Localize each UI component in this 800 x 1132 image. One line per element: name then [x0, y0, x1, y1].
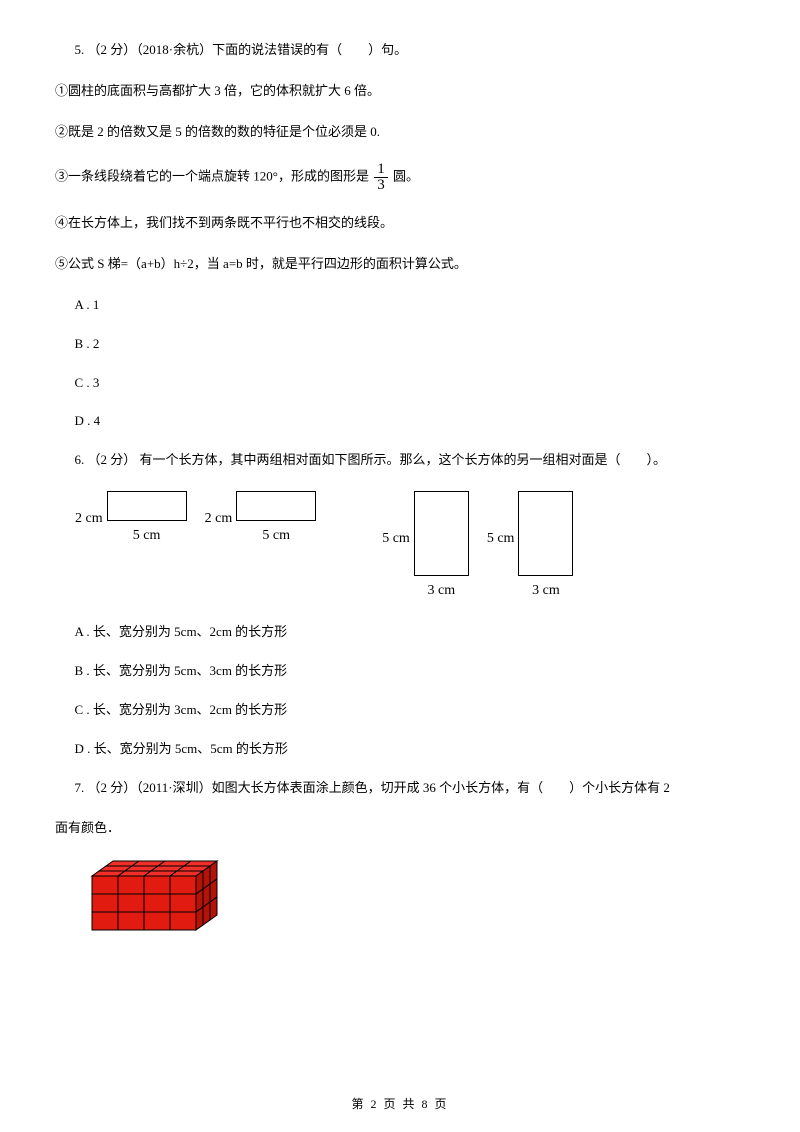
dim-5cm-b1: 5 cm	[133, 525, 161, 547]
q6-shapes: 2 cm 5 cm 2 cm 5 cm 5 cm 3 cm 5 cm 3 cm	[75, 491, 745, 602]
dim-2cm-1: 2 cm	[75, 508, 103, 530]
dim-3cm-1: 3 cm	[428, 580, 456, 602]
rect-3x5-1	[414, 491, 469, 576]
q5-optC: C . 3	[55, 373, 745, 394]
q6-stem: 6. （2 分） 有一个长方体，其中两组相对面如下图所示。那么，这个长方体的另一…	[55, 450, 745, 471]
rect-5x2-1	[107, 491, 187, 521]
dim-2cm-2: 2 cm	[205, 508, 233, 530]
shape-1: 2 cm 5 cm	[75, 491, 187, 547]
q7-stem: 7. （2 分）（2011·深圳）如图大长方体表面涂上颜色，切开成 36 个小长…	[55, 778, 745, 799]
dim-5cm-b2: 5 cm	[262, 525, 290, 547]
q5-s4: ④在长方体上，我们找不到两条既不平行也不相交的线段。	[55, 213, 745, 234]
q5-s2: ②既是 2 的倍数又是 5 的倍数的数的特征是个位必须是 0.	[55, 122, 745, 143]
q5-s3: ③一条线段绕着它的一个端点旋转 120°，形成的图形是 1 3 圆。	[55, 162, 745, 193]
q5-stem: 5. （2 分）（2018·余杭）下面的说法错误的有（ ）句。	[55, 40, 745, 61]
q5-optD: D . 4	[55, 411, 745, 432]
shape-4: 5 cm 3 cm	[487, 491, 574, 602]
q5-s3a: ③一条线段绕着它的一个端点旋转 120°，形成的图形是	[55, 169, 372, 184]
shape-2: 2 cm 5 cm	[205, 491, 317, 547]
q6-optD: D . 长、宽分别为 5cm、5cm 的长方形	[55, 739, 745, 760]
cuboid-svg	[90, 859, 250, 954]
q6-optB: B . 长、宽分别为 5cm、3cm 的长方形	[55, 661, 745, 682]
page-footer: 第 2 页 共 8 页	[0, 1095, 800, 1114]
rect-5x2-2	[236, 491, 316, 521]
fraction-1-3: 1 3	[374, 162, 388, 193]
rect-3x5-2	[518, 491, 573, 576]
dim-5cm-l1: 5 cm	[382, 528, 410, 550]
q6-optA: A . 长、宽分别为 5cm、2cm 的长方形	[55, 622, 745, 643]
cuboid-figure	[90, 859, 230, 944]
q6-optC: C . 长、宽分别为 3cm、2cm 的长方形	[55, 700, 745, 721]
q7-stem2: 面有颜色．	[55, 818, 745, 839]
q5-s1: ①圆柱的底面积与高都扩大 3 倍，它的体积就扩大 6 倍。	[55, 81, 745, 102]
dim-3cm-2: 3 cm	[532, 580, 560, 602]
frac-num: 1	[374, 162, 388, 178]
q5-optB: B . 2	[55, 334, 745, 355]
frac-den: 3	[374, 178, 388, 193]
shape-3: 5 cm 3 cm	[382, 491, 469, 602]
q5-s3b: 圆。	[393, 169, 419, 184]
q5-optA: A . 1	[55, 295, 745, 316]
dim-5cm-l2: 5 cm	[487, 528, 515, 550]
q5-s5: ⑤公式 S 梯=（a+b）h÷2，当 a=b 时，就是平行四边形的面积计算公式。	[55, 254, 745, 275]
